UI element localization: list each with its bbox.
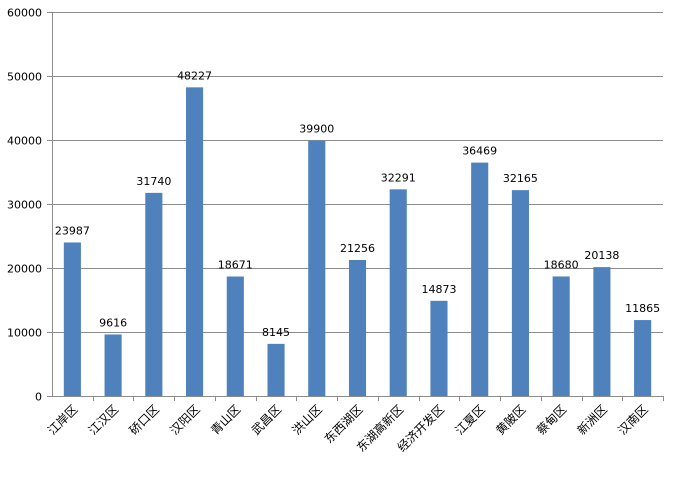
- y-tick-label: 0: [35, 391, 42, 404]
- data-label: 18671: [218, 259, 253, 272]
- bar: [145, 192, 163, 396]
- x-tick-label: 江夏区: [452, 402, 487, 437]
- x-tick-label: 蔡甸区: [534, 402, 569, 437]
- bar: [186, 87, 204, 396]
- y-tick-label: 20000: [7, 263, 42, 276]
- data-label: 20138: [584, 249, 619, 262]
- y-tick-label: 60000: [7, 7, 42, 20]
- y-tick-label: 50000: [7, 71, 42, 84]
- bar: [430, 300, 448, 396]
- bar: [226, 276, 244, 396]
- bars: [63, 87, 652, 396]
- bar: [389, 189, 407, 396]
- bar: [634, 320, 652, 396]
- data-label: 36469: [462, 145, 497, 158]
- axes: [47, 12, 664, 401]
- bar: [104, 334, 122, 396]
- y-tick-labels: 0 10000 20000 30000 40000 50000 60000: [7, 7, 42, 404]
- x-tick-label: 黄陂区: [492, 402, 528, 438]
- data-label: 32291: [381, 171, 416, 184]
- data-label: 48227: [177, 69, 212, 82]
- data-label: 21256: [340, 242, 375, 255]
- x-tick-label: 武昌区: [249, 402, 284, 437]
- y-tick-label: 10000: [7, 327, 42, 340]
- data-label: 9616: [99, 316, 127, 329]
- data-label: 31740: [136, 175, 171, 188]
- bar: [552, 276, 570, 396]
- data-label: 32165: [503, 172, 538, 185]
- data-label: 39900: [299, 123, 334, 136]
- x-tick-label: 汉阳区: [167, 402, 202, 437]
- y-tick-label: 40000: [7, 135, 42, 148]
- x-tick-label: 江岸区: [45, 402, 80, 437]
- bar: [63, 242, 81, 396]
- bar: [511, 190, 529, 396]
- data-labels: 23987 9616 31740 48227 18671 8145 39900 21256 32…: [55, 69, 660, 339]
- x-tick-label: 洪山区: [290, 402, 325, 437]
- x-tick-label: 新洲区: [574, 402, 610, 438]
- data-label: 23987: [55, 224, 90, 237]
- x-tick-label: 硚口区: [127, 402, 162, 437]
- bar: [593, 267, 611, 396]
- bar: [308, 140, 326, 396]
- x-tick-label: 汉南区: [615, 402, 651, 438]
- bar: [267, 343, 285, 396]
- data-label: 18680: [544, 258, 579, 271]
- x-tick-label: 青山区: [208, 402, 243, 437]
- bar: [471, 162, 489, 396]
- bar: [348, 259, 367, 396]
- x-tick-label: 江汉区: [86, 402, 121, 437]
- data-label: 8145: [262, 326, 290, 339]
- data-label: 14873: [421, 283, 456, 296]
- y-tick-label: 30000: [7, 199, 42, 212]
- data-label: 11865: [625, 302, 660, 315]
